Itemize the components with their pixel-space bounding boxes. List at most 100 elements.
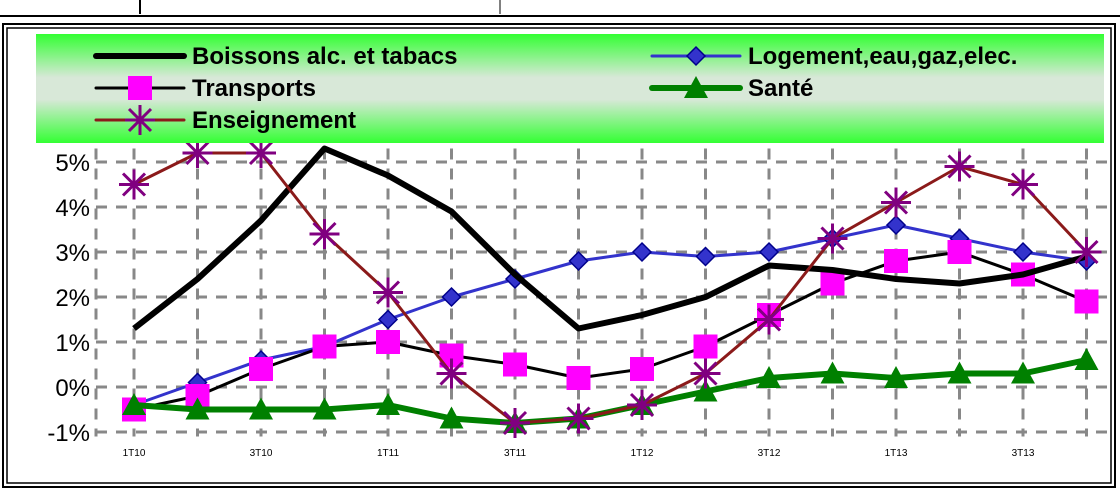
data-point	[1074, 348, 1099, 370]
data-point	[249, 357, 273, 381]
legend-label: Enseignement	[192, 107, 356, 134]
data-point	[376, 393, 400, 415]
data-point	[693, 379, 718, 402]
data-point	[885, 214, 907, 236]
legend-box	[36, 34, 1104, 143]
data-point	[690, 358, 721, 389]
data-point	[439, 406, 464, 429]
y-tick-label: 4%	[55, 195, 90, 222]
x-tick-label: 1T13	[885, 448, 908, 459]
data-point	[884, 249, 908, 273]
data-point	[119, 169, 149, 200]
data-point	[757, 366, 781, 388]
series-line	[133, 223, 1087, 407]
legend-item: Boissons alc. et tabacs	[93, 43, 457, 70]
star-stroke	[502, 410, 528, 436]
legend: Boissons alc. et tabacs Logement,eau,gaz,…	[36, 34, 1104, 143]
y-tick-label: 5%	[55, 150, 90, 177]
data-point	[1071, 237, 1102, 267]
data-point	[881, 187, 911, 218]
data-point	[185, 397, 210, 420]
legend-item: Santé	[649, 75, 813, 102]
star-stroke	[756, 307, 782, 332]
x-tick-label: 3T12	[758, 448, 781, 459]
x-tick-label: 3T11	[504, 448, 526, 459]
series-line	[132, 145, 1088, 332]
data-point	[309, 219, 340, 249]
data-point	[568, 250, 589, 272]
y-tick-label: -1%	[47, 420, 90, 447]
legend-marker	[684, 76, 708, 98]
x-tick-label: 3T10	[250, 448, 273, 459]
legend-marker	[685, 45, 707, 67]
legend-label: Boissons alc. et tabacs	[192, 43, 457, 70]
data-point	[122, 393, 146, 415]
data-point	[566, 366, 591, 390]
data-point	[758, 241, 780, 263]
series-0	[132, 145, 1088, 332]
data-point	[441, 286, 462, 308]
star-stroke	[312, 221, 337, 247]
data-point	[884, 366, 908, 388]
inner-border	[6, 27, 1112, 484]
star-stroke	[121, 172, 147, 197]
data-point	[631, 241, 653, 263]
star-stroke	[566, 406, 591, 431]
data-point	[377, 309, 399, 330]
x-tick-label: 1T10	[123, 448, 146, 459]
data-point	[500, 408, 530, 438]
data-point	[627, 390, 657, 420]
data-point	[312, 334, 337, 359]
data-point	[947, 361, 972, 384]
data-point	[1011, 361, 1035, 384]
data-point	[503, 352, 527, 377]
star-stroke	[629, 392, 655, 418]
series-4	[119, 138, 1102, 438]
data-point	[754, 304, 784, 335]
data-point	[312, 397, 337, 420]
star-stroke	[1010, 172, 1036, 197]
data-point	[693, 334, 718, 359]
y-tick-label: 1%	[55, 330, 90, 357]
data-point	[817, 223, 848, 254]
data-point	[563, 403, 594, 434]
axis-ticks: -1% 0% 1% 2% 3% 4% 5% 1T10 3T10 1T11 3T11 1T12 3T12 1…	[47, 150, 1035, 459]
series-line	[133, 151, 1088, 425]
x-tick-label: 1T11	[377, 448, 399, 459]
star-stroke	[375, 280, 401, 305]
star-stroke	[883, 190, 909, 215]
legend-label: Transports	[192, 75, 316, 102]
legend-item: Transports	[94, 75, 316, 102]
y-tick-label: 3%	[55, 240, 90, 267]
star-stroke	[1074, 239, 1099, 265]
data-point	[820, 361, 845, 384]
legend-label: Santé	[748, 75, 813, 102]
data-point	[947, 240, 972, 264]
data-point	[695, 246, 716, 267]
legend-label: Logement,eau,gaz,elec.	[748, 43, 1017, 70]
x-tick-label: 3T13	[1012, 448, 1035, 459]
x-tick-label: 1T12	[631, 448, 654, 459]
legend-item: Logement,eau,gaz,elec.	[650, 43, 1017, 70]
data-point	[1008, 169, 1038, 200]
star-stroke	[439, 361, 464, 386]
legend-item: Enseignement	[94, 105, 356, 135]
data-point	[944, 151, 975, 182]
data-point	[820, 271, 845, 296]
data-point	[373, 277, 403, 308]
star-stroke	[185, 140, 210, 166]
data-point	[249, 397, 273, 420]
outer-border	[2, 23, 1116, 488]
data-point	[1012, 241, 1034, 263]
series-line	[133, 250, 1088, 411]
data-point	[630, 357, 654, 381]
data-point	[436, 358, 467, 389]
data-point	[1074, 289, 1099, 314]
star-stroke	[248, 140, 274, 166]
star-stroke	[693, 361, 718, 386]
y-tick-label: 2%	[55, 285, 90, 312]
star-stroke	[947, 154, 972, 179]
series-layer	[119, 138, 1102, 438]
